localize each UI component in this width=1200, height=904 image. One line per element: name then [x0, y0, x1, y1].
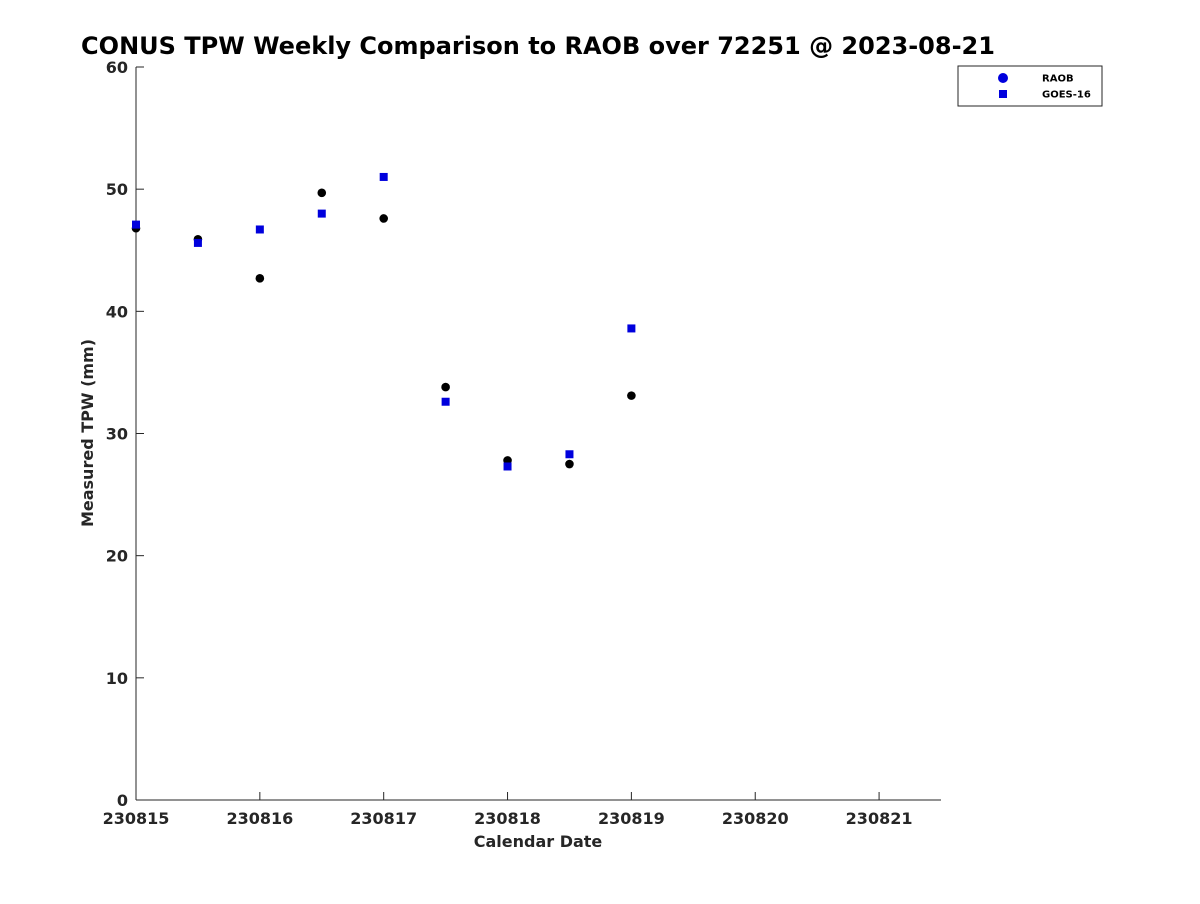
x-tick-label: 230818	[474, 809, 541, 828]
x-tick-label: 230821	[846, 809, 913, 828]
point-raob	[441, 382, 450, 392]
legend-label-raob: RAOB	[1042, 74, 1074, 85]
legend-marker-raob	[998, 73, 1008, 83]
x-tick-label: 230819	[598, 809, 665, 828]
point-goes16	[627, 324, 636, 333]
point-goes16	[379, 172, 388, 181]
y-tick-label: 20	[106, 547, 128, 566]
x-tick-label: 230815	[103, 809, 170, 828]
point-raob	[317, 188, 327, 198]
x-tick-label: 230817	[350, 809, 417, 828]
point-goes16	[132, 220, 140, 229]
chart-title: CONUS TPW Weekly Comparison to RAOB over…	[81, 32, 995, 60]
point-raob	[379, 214, 388, 223]
y-axis-label: Measured TPW (mm)	[78, 339, 97, 527]
legend-marker-goes16	[999, 90, 1007, 98]
y-tick-label: 60	[106, 58, 128, 77]
point-goes16	[255, 225, 264, 234]
y-tick-label: 30	[106, 425, 128, 444]
point-raob	[627, 391, 636, 400]
point-goes16	[503, 462, 512, 471]
x-axis-label: Calendar Date	[474, 832, 603, 851]
point-goes16	[565, 450, 574, 459]
y-axis-ticks: 0 10 20 30 40 50 60	[106, 58, 144, 810]
point-raob	[255, 274, 265, 283]
x-tick-label: 230816	[226, 809, 293, 828]
x-axis-ticks: 230815 230816 230817 230818 230819 230820 2308…	[103, 792, 913, 828]
y-tick-label: 0	[117, 791, 128, 810]
y-tick-label: 50	[106, 180, 128, 199]
legend-label-goes16: GOES-16	[1042, 90, 1091, 101]
legend-box	[957, 65, 1103, 107]
y-tick-label: 10	[106, 669, 128, 688]
data-points	[131, 172, 636, 471]
point-goes16	[441, 397, 450, 406]
legend: RAOB GOES-16	[957, 65, 1103, 107]
y-tick-label: 40	[106, 302, 128, 321]
point-raob	[565, 459, 574, 469]
point-goes16	[193, 238, 202, 247]
x-tick-label: 230820	[722, 809, 789, 828]
point-goes16	[317, 209, 326, 218]
